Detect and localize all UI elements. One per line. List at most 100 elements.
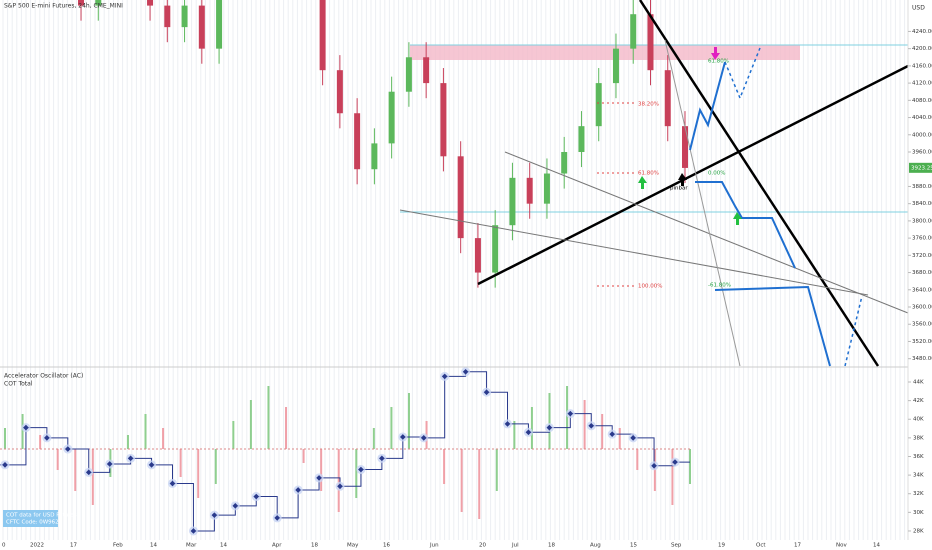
ac-bar xyxy=(671,449,674,505)
ac-bar xyxy=(249,400,252,449)
x-tick-label: 17 xyxy=(794,543,801,549)
projection xyxy=(689,61,726,151)
cot-point xyxy=(190,528,197,534)
y-tick-label: 3800.00 xyxy=(912,218,932,224)
x-tick-label: 17 xyxy=(70,543,77,549)
ac-bar xyxy=(355,449,358,498)
ac-bar xyxy=(91,449,94,505)
annotation: -61.80% xyxy=(708,283,731,289)
candle-body xyxy=(543,173,550,204)
annotation: 100.00% xyxy=(638,284,662,290)
last-price-tag xyxy=(909,162,932,173)
cot-point xyxy=(85,469,92,476)
cot-point xyxy=(483,389,490,396)
y-tick-label: 3880.00 xyxy=(912,184,932,190)
cot-point xyxy=(295,487,301,493)
currency: USD xyxy=(912,5,925,12)
ac-bar xyxy=(566,386,569,449)
trendline xyxy=(638,0,880,367)
cot-point xyxy=(420,435,427,441)
trendline xyxy=(477,64,909,286)
ac-bar xyxy=(443,449,446,484)
arrow-up xyxy=(638,176,647,189)
x-tick-label: Jun xyxy=(429,543,439,549)
ac-bar xyxy=(179,449,182,477)
cot-point xyxy=(23,424,29,431)
x-tick-label: Mar xyxy=(186,543,197,549)
cot-point xyxy=(148,462,155,468)
y-tick-label: 3760.00 xyxy=(912,236,932,242)
y2-tick-label: 32K xyxy=(913,491,924,497)
cot-point xyxy=(379,455,385,462)
y-tick-label: 3640.00 xyxy=(912,287,932,293)
x-tick-label: Sep xyxy=(671,543,682,549)
ac-bar xyxy=(144,414,147,449)
cot-point xyxy=(399,434,406,440)
y2-tick-label: 44K xyxy=(913,380,924,386)
y2-tick-label: 38K xyxy=(913,435,924,441)
y-tick-label: 4040.00 xyxy=(912,115,932,121)
cot-point xyxy=(169,480,176,487)
x-tick-label: 14 xyxy=(873,543,880,549)
y-tick-label: 3520.00 xyxy=(912,339,932,345)
indicator-title: Accelerator Oscillator (AC) xyxy=(4,373,83,380)
chart-title: S&P 500 E-mini Futures, 24h, CME_MINI xyxy=(4,3,123,10)
last-price-label: 3923.25 xyxy=(911,165,932,171)
cot-point xyxy=(567,410,574,417)
candle-body xyxy=(388,91,395,144)
candle-body xyxy=(216,0,223,49)
cot-point xyxy=(462,368,469,375)
y2-tick-label: 28K xyxy=(913,528,924,534)
y-tick-label: 4080.00 xyxy=(912,98,932,104)
y-tick-label: 3680.00 xyxy=(912,270,932,276)
y-tick-label: 4200.00 xyxy=(912,46,932,52)
y-tick-label: 3600.00 xyxy=(912,305,932,311)
annotation: 38.20% xyxy=(638,102,659,108)
cot-point xyxy=(337,483,343,490)
candle-body xyxy=(319,0,326,71)
ac-bar xyxy=(478,449,481,519)
x-tick-label: Feb xyxy=(113,543,123,549)
x-tick-label: 14 xyxy=(150,543,157,549)
candle-body xyxy=(526,177,533,204)
candles xyxy=(78,0,688,288)
ac-bar xyxy=(689,449,691,484)
ac-bar xyxy=(513,421,516,449)
ac-bar xyxy=(162,428,165,449)
y2-tick-label: 40K xyxy=(913,417,924,423)
y2-tick-label: 30K xyxy=(913,510,924,516)
cot-point xyxy=(232,503,239,509)
cot-point xyxy=(630,435,636,441)
candle-body xyxy=(509,177,516,226)
x-tick-label: 15 xyxy=(630,543,637,549)
candle-body xyxy=(595,83,602,127)
projection xyxy=(714,285,831,367)
cot-point xyxy=(106,461,113,467)
y2-tick-label: 42K xyxy=(913,398,924,404)
info-text: COT data for USD Futures xyxy=(6,513,77,519)
ac-bar xyxy=(39,435,42,449)
candle-body xyxy=(354,113,361,170)
x-tick-label: Oct xyxy=(756,543,766,549)
y2-tick-label: 36K xyxy=(913,454,924,460)
x-tick-label: 18 xyxy=(548,543,555,549)
arrow-up xyxy=(733,212,742,225)
candle-body xyxy=(647,14,654,71)
x-tick-label: 14 xyxy=(220,543,227,549)
ac-bar xyxy=(197,449,200,498)
ac-bar xyxy=(372,428,375,449)
projection xyxy=(695,181,796,269)
ac-bar xyxy=(636,449,639,470)
annotation: 61.80% xyxy=(638,171,659,177)
info-box xyxy=(3,510,58,527)
x-tick-label: 16 xyxy=(383,543,390,549)
cot-point xyxy=(127,455,134,462)
annotation: 61.80% xyxy=(708,59,729,65)
info-text: CFTC Code: 0W962 xyxy=(6,520,59,526)
ac-bar xyxy=(214,449,217,484)
candle-body xyxy=(561,151,568,174)
ac-bar xyxy=(4,428,6,449)
candle-body xyxy=(147,0,154,6)
ac-bar xyxy=(285,407,288,449)
